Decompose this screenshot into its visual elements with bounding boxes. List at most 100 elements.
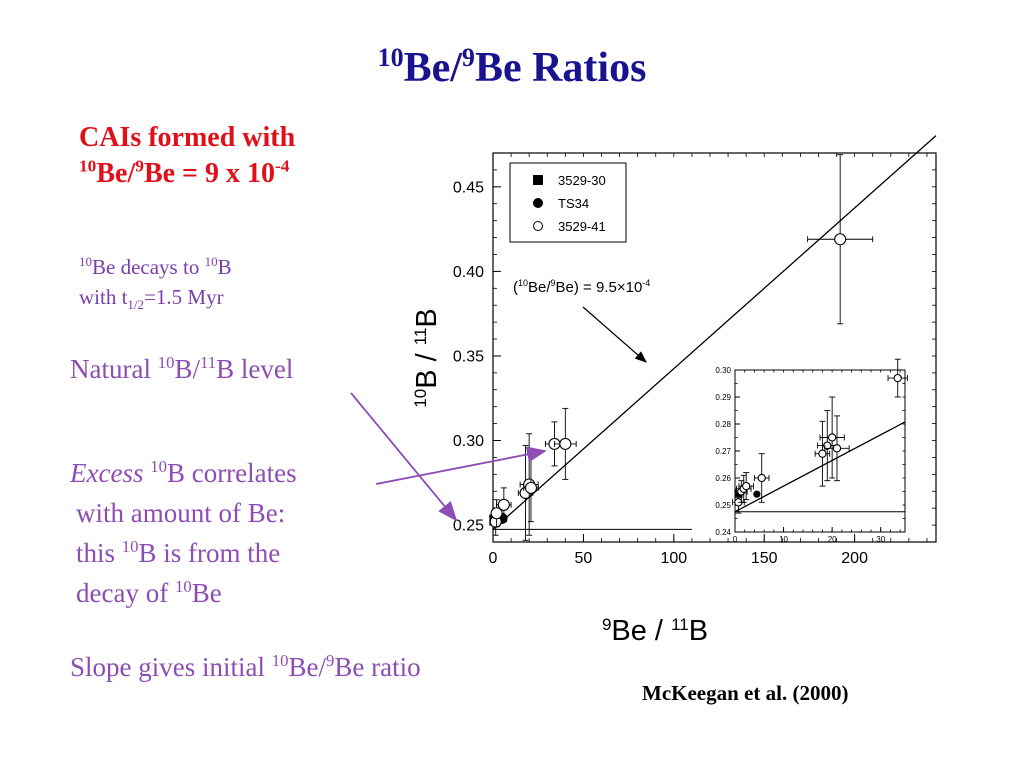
excess-arrow bbox=[375, 446, 547, 485]
xlabel-text-b: B bbox=[689, 615, 708, 647]
xlabel-text-a: Be / bbox=[611, 615, 671, 647]
excess-line-2: with amount of Be: bbox=[76, 498, 286, 528]
excess-line-1: Excess 10B correlates bbox=[70, 453, 297, 493]
main-x-tick-label: 200 bbox=[841, 550, 868, 567]
inset-point-3529-41 bbox=[742, 481, 751, 491]
cai-sup-2: 9 bbox=[135, 156, 144, 176]
natural-level-label: Natural 10B/11B level bbox=[70, 349, 293, 389]
annot-sup-3: -4 bbox=[642, 278, 650, 288]
excess-sup-2: 10 bbox=[121, 537, 139, 556]
ylabel-text-a: B / bbox=[411, 345, 443, 389]
inset-y-tick-label: 0.30 bbox=[715, 366, 731, 375]
decay-text-c: with t bbox=[79, 285, 128, 309]
cai-formation-note: CAIs formed with 10Be/9Be = 9 x 10-4 bbox=[79, 120, 295, 192]
slope-note: Slope gives initial 10Be/9Be ratio bbox=[70, 647, 421, 687]
slope-text-b: Be/ bbox=[288, 652, 326, 682]
decay-note: 10Be decays to 10B with t1/2=1.5 Myr bbox=[79, 252, 232, 312]
slope-text-a: Slope gives initial bbox=[70, 652, 272, 682]
natural-text-b: B/ bbox=[174, 354, 200, 384]
annotation-arrow bbox=[582, 306, 647, 363]
legend-label-3529-41: 3529-41 bbox=[558, 219, 606, 234]
annot-text-b: Be/ bbox=[528, 279, 551, 296]
inset-y-tick-label: 0.29 bbox=[715, 393, 731, 402]
ylabel-sup-1: 10 bbox=[411, 389, 430, 408]
inset-point-TS34 bbox=[753, 490, 761, 498]
inset-y-tick-label: 0.25 bbox=[715, 501, 731, 510]
citation: McKeegan et al. (2000) bbox=[642, 681, 849, 705]
inset-scatter-chart: 0 10 20 30 0.24 0.25 0.26 0.27 0.28 0.29 0.30 bbox=[715, 358, 908, 544]
decay-text-b: B bbox=[217, 255, 232, 279]
page-title: 10Be/9Be Ratios bbox=[0, 44, 1024, 92]
xlabel-sup-1: 9 bbox=[602, 615, 611, 634]
main-y-tick-label: 0.25 bbox=[453, 518, 484, 535]
annot-text-c: Be) = 9.5×10 bbox=[556, 279, 643, 296]
natural-level-arrow bbox=[350, 392, 458, 522]
cai-text-b: Be = 9 x 10 bbox=[143, 158, 275, 189]
cai-text-a: Be/ bbox=[96, 158, 136, 189]
inset-y-tick-label: 0.24 bbox=[715, 528, 731, 537]
main-point-3529-41 bbox=[497, 498, 510, 511]
inset-y-tick-label: 0.27 bbox=[715, 447, 731, 456]
cai-note-line-1: CAIs formed with bbox=[79, 122, 296, 153]
main-point-3529-41 bbox=[559, 437, 572, 450]
inset-point-3529-41 bbox=[893, 373, 902, 383]
slope-sup-2: 9 bbox=[325, 651, 335, 670]
excess-line4-b: Be bbox=[191, 578, 222, 608]
decay-sup-1: 10 bbox=[79, 254, 93, 269]
annot-sup-2: 9 bbox=[551, 278, 556, 288]
inset-point-3529-41 bbox=[818, 449, 827, 458]
slope-text-c: Be ratio bbox=[334, 652, 421, 682]
inset-point-3529-41 bbox=[823, 441, 832, 450]
natural-sup-1: 10 bbox=[157, 353, 175, 372]
slope-annotation: (10Be/9Be) = 9.5×10-4 bbox=[513, 278, 650, 296]
main-x-tick-label: 150 bbox=[751, 550, 778, 567]
cai-note-line-2: 10Be/9Be = 9 x 10-4 bbox=[79, 156, 295, 192]
legend-label-TS34: TS34 bbox=[558, 196, 589, 211]
excess-sup-1: 10 bbox=[150, 457, 167, 476]
legend-marker-3529-41 bbox=[533, 221, 543, 231]
main-x-tick-label: 100 bbox=[660, 550, 687, 567]
excess-line3-b: B is from the bbox=[138, 538, 281, 568]
annot-sup-1: 10 bbox=[518, 278, 528, 288]
annot-text-a: ( bbox=[513, 279, 518, 296]
inset-point-3529-41 bbox=[832, 444, 842, 453]
title-sup-2: 9 bbox=[461, 43, 475, 72]
ylabel-sup-2: 11 bbox=[411, 328, 430, 346]
ylabel-text-b: B bbox=[411, 308, 443, 327]
decay-sub: 1/2 bbox=[127, 297, 145, 313]
excess-sup-3: 10 bbox=[174, 577, 192, 596]
main-y-tick-label: 0.35 bbox=[453, 349, 484, 366]
legend-marker-TS34 bbox=[533, 198, 543, 208]
main-fit-line bbox=[492, 135, 937, 530]
main-scatter-chart: 0 50 100 150 2000.250.300.350.400.45 3529-30T… bbox=[453, 135, 937, 567]
excess-italic: Excess bbox=[70, 458, 144, 488]
main-y-tick-label: 0.40 bbox=[453, 264, 484, 281]
inset-x-tick-label: 0 bbox=[733, 535, 738, 544]
cai-sup-3: -4 bbox=[275, 156, 290, 176]
xlabel-sup-2: 11 bbox=[671, 615, 689, 634]
title-mid: Be/ bbox=[403, 45, 462, 91]
legend-marker-3529-30 bbox=[533, 175, 543, 185]
slope-sup-1: 10 bbox=[271, 651, 289, 670]
main-point-3529-41 bbox=[834, 233, 847, 246]
natural-text-a: Natural bbox=[70, 354, 158, 384]
title-rest: Be Ratios bbox=[474, 45, 647, 91]
decay-line-1: 10Be decays to 10B bbox=[79, 252, 232, 282]
inset-point-3529-41 bbox=[757, 473, 766, 483]
decay-text-d: =1.5 Myr bbox=[144, 285, 224, 309]
inset-x-tick-label: 20 bbox=[828, 535, 837, 544]
main-x-tick-label: 0 bbox=[489, 550, 498, 567]
y-axis-label: 10B / 11B bbox=[411, 308, 443, 407]
main-y-tick-label: 0.30 bbox=[453, 433, 484, 450]
main-legend-box bbox=[509, 162, 627, 243]
excess-text-a: B correlates bbox=[166, 458, 297, 488]
main-point-3529-41 bbox=[524, 481, 538, 494]
excess-line-4: decay of 10Be bbox=[70, 573, 297, 613]
main-y-tick-label: 0.45 bbox=[453, 179, 484, 196]
inset-fit-line bbox=[734, 421, 906, 513]
inset-y-tick-label: 0.26 bbox=[715, 474, 731, 483]
main-x-tick-label: 50 bbox=[575, 550, 593, 567]
excess-line-3: this 10B is from the bbox=[70, 533, 297, 573]
cai-sup-1: 10 bbox=[79, 156, 97, 176]
excess-line4-a: decay of bbox=[76, 578, 175, 608]
